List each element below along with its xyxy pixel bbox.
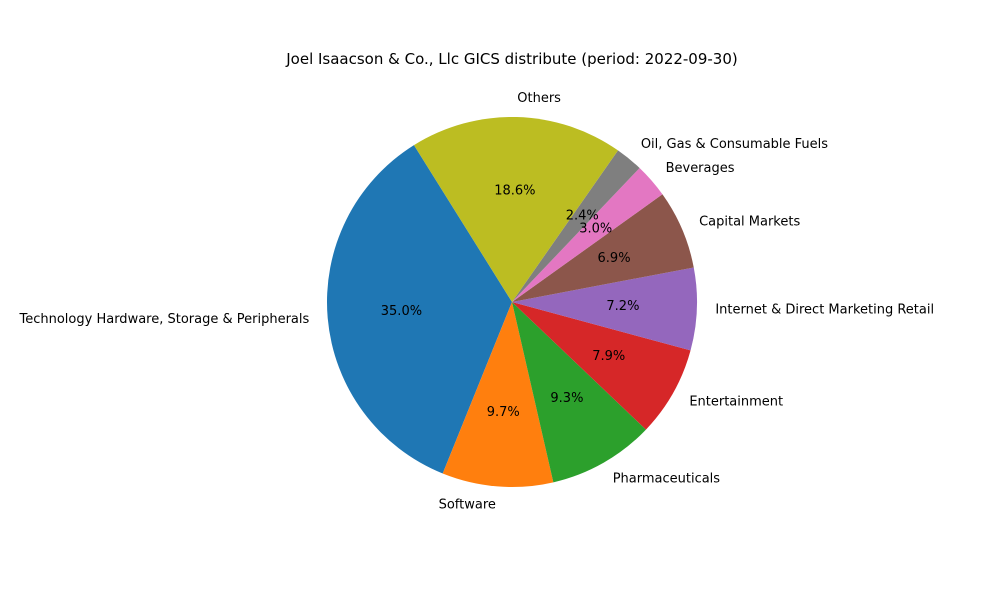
slice-percent-internet-direct-marketing-retail: 7.2% bbox=[606, 299, 639, 314]
pie-slice-internet-direct-marketing-retail bbox=[512, 267, 697, 351]
pie-slice-beverages bbox=[512, 168, 663, 302]
chart-title: Joel Isaacson & Co., Llc GICS distribute… bbox=[285, 50, 738, 68]
slice-label-oil-gas-consumable-fuels: Oil, Gas & Consumable Fuels bbox=[641, 137, 828, 152]
slice-label-technology-hardware-storage-peripherals: Technology Hardware, Storage & Periphera… bbox=[19, 312, 310, 327]
slice-label-beverages: Beverages bbox=[666, 161, 735, 176]
pie-slice-capital-markets bbox=[512, 194, 694, 302]
slice-percent-capital-markets: 6.9% bbox=[598, 251, 631, 266]
slice-percent-entertainment: 7.9% bbox=[592, 349, 625, 364]
slice-label-others: Others bbox=[517, 91, 561, 106]
category-labels-group: Technology Hardware, Storage & Periphera… bbox=[19, 91, 935, 512]
slice-label-capital-markets: Capital Markets bbox=[699, 214, 800, 229]
percent-labels-group: 35.0% 9.7% 9.3% 7.9% 7.2% 6.9% 3.0%2.4% 18.6% bbox=[381, 184, 640, 421]
slices-group bbox=[327, 117, 697, 488]
slice-label-entertainment: Entertainment bbox=[689, 394, 783, 409]
slice-label-pharmaceuticals: Pharmaceuticals bbox=[613, 471, 721, 486]
pie-slice-oil-gas-consumable-fuels bbox=[512, 150, 640, 302]
slice-percent-pharmaceuticals: 9.3% bbox=[550, 391, 583, 406]
slice-percent-software: 9.7% bbox=[487, 405, 520, 420]
slice-label-internet-direct-marketing-retail: Internet & Direct Marketing Retail bbox=[715, 302, 934, 317]
slice-percent-others: 18.6% bbox=[494, 184, 535, 199]
pie-slice-entertainment bbox=[512, 302, 691, 430]
pie-slice-software bbox=[442, 302, 554, 488]
slice-percent-oil-gas-consumable-fuels: 2.4% bbox=[566, 209, 599, 224]
pie-slice-others bbox=[413, 117, 619, 302]
pie-slice-pharmaceuticals bbox=[512, 302, 646, 483]
slice-percent-technology-hardware-storage-peripherals: 35.0% bbox=[381, 304, 422, 319]
pie-slice-technology-hardware-storage-peripherals bbox=[327, 145, 512, 474]
slice-label-software: Software bbox=[439, 497, 496, 512]
slice-percent-beverages: 3.0% bbox=[579, 222, 612, 237]
